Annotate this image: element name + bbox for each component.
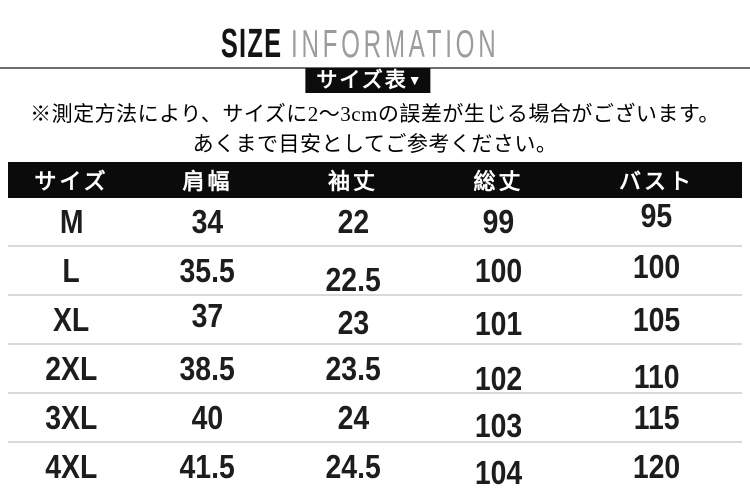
cell-value: 22.5 <box>325 260 381 298</box>
cell-value: L <box>62 251 81 289</box>
value-cell: 100 <box>426 245 571 295</box>
cell-value: 37 <box>191 296 224 334</box>
cell-value: 3XL <box>45 398 98 436</box>
value-cell: 37 <box>135 294 280 344</box>
note-line-2: あくまで目安としてご参考ください。 <box>192 132 558 156</box>
value-cell: 40 <box>135 392 280 442</box>
page-title: SIZE INFORMATION <box>128 20 593 67</box>
column-header-bust: バスト <box>571 162 742 198</box>
cell-value: 100 <box>474 251 523 289</box>
value-cell: 102 <box>426 343 571 397</box>
cell-value: 38.5 <box>179 349 236 387</box>
cell-value: 2XL <box>45 349 98 387</box>
cell-value: 40 <box>191 398 224 436</box>
value-cell: 35.5 <box>135 245 280 295</box>
value-cell: 34 <box>135 198 280 246</box>
cell-value: 103 <box>474 406 523 444</box>
title-size: SIZE <box>220 20 283 66</box>
cell-value: 101 <box>474 304 523 342</box>
cell-value: 23 <box>337 303 369 341</box>
cell-value: 23.5 <box>325 349 381 387</box>
value-cell: 99 <box>426 198 571 246</box>
table-header-row: サイズ 肩幅 袖丈 総丈 バスト <box>8 162 742 198</box>
table-row: XL 37 23 101 105 <box>8 294 742 344</box>
table-row: L 35.5 22.5 100 100 <box>8 245 742 298</box>
column-header-size: サイズ <box>8 162 135 198</box>
value-cell: 110 <box>571 343 742 395</box>
size-cell: 2XL <box>8 343 135 393</box>
size-table-body: M 34 22 99 95 L 35.5 22.5 100 100 XL 37 23 101 105 2XL 3… <box>8 196 742 491</box>
note-line-1: ※測定方法により、サイズに2〜3cmの誤差が生じる場合がございます。 <box>30 102 720 126</box>
value-cell: 41.5 <box>135 441 280 490</box>
size-cell: L <box>8 245 135 295</box>
size-cell: XL <box>8 294 135 344</box>
value-cell: 101 <box>426 294 571 344</box>
cell-value: M <box>59 202 84 240</box>
cell-value: 110 <box>633 357 680 395</box>
value-cell: 38.5 <box>135 343 280 393</box>
column-header-shoulder: 肩幅 <box>135 162 280 198</box>
cell-value: 34 <box>191 202 224 240</box>
cell-value: 24 <box>337 398 369 436</box>
value-cell: 23 <box>280 294 426 344</box>
value-cell: 22 <box>280 198 426 246</box>
measurement-note: ※測定方法により、サイズに2〜3cmの誤差が生じる場合がございます。 あくまで目… <box>0 99 750 159</box>
value-cell: 120 <box>571 441 742 490</box>
size-cell: 3XL <box>8 392 135 442</box>
cell-value: 41.5 <box>179 447 236 485</box>
table-row: 2XL 38.5 23.5 102 110 <box>8 343 742 397</box>
table-row: 4XL 41.5 24.5 104 120 <box>8 441 742 491</box>
value-cell: 95 <box>571 196 742 246</box>
size-cell: M <box>8 198 135 246</box>
cell-value: 100 <box>632 247 681 285</box>
value-cell: 100 <box>571 245 742 295</box>
value-cell: 22.5 <box>280 245 426 298</box>
cell-value: 102 <box>474 359 523 397</box>
size-chart-badge-label: サイズ表 <box>316 69 408 92</box>
value-cell: 104 <box>426 441 571 491</box>
table-row: 3XL 40 24 103 115 <box>8 392 742 444</box>
cell-value: 35.5 <box>179 251 236 289</box>
cell-value: XL <box>53 300 90 338</box>
value-cell: 105 <box>571 294 742 344</box>
size-chart-badge: サイズ表▼ <box>305 68 431 93</box>
size-cell: 4XL <box>8 441 135 490</box>
cell-value: 115 <box>633 398 680 436</box>
title-information: INFORMATION <box>290 23 500 66</box>
column-header-length: 総丈 <box>426 162 571 198</box>
value-cell: 115 <box>571 392 742 442</box>
value-cell: 24 <box>280 392 426 442</box>
cell-value: 22 <box>337 202 369 240</box>
cell-value: 24.5 <box>325 447 381 485</box>
table-row: M 34 22 99 95 <box>8 196 742 246</box>
value-cell: 23.5 <box>280 343 426 393</box>
value-cell: 103 <box>426 392 571 444</box>
cell-value: 95 <box>640 196 673 234</box>
cell-value: 105 <box>632 300 681 338</box>
column-header-sleeve: 袖丈 <box>280 162 426 198</box>
triangle-down-icon: ▼ <box>407 72 422 88</box>
cell-value: 104 <box>474 453 523 491</box>
cell-value: 120 <box>632 447 681 485</box>
cell-value: 4XL <box>45 447 98 485</box>
value-cell: 24.5 <box>280 441 426 490</box>
size-table: サイズ 肩幅 袖丈 総丈 バスト M 34 22 99 95 L 35.5 22.5 100 10… <box>8 162 742 491</box>
cell-value: 99 <box>482 202 515 240</box>
